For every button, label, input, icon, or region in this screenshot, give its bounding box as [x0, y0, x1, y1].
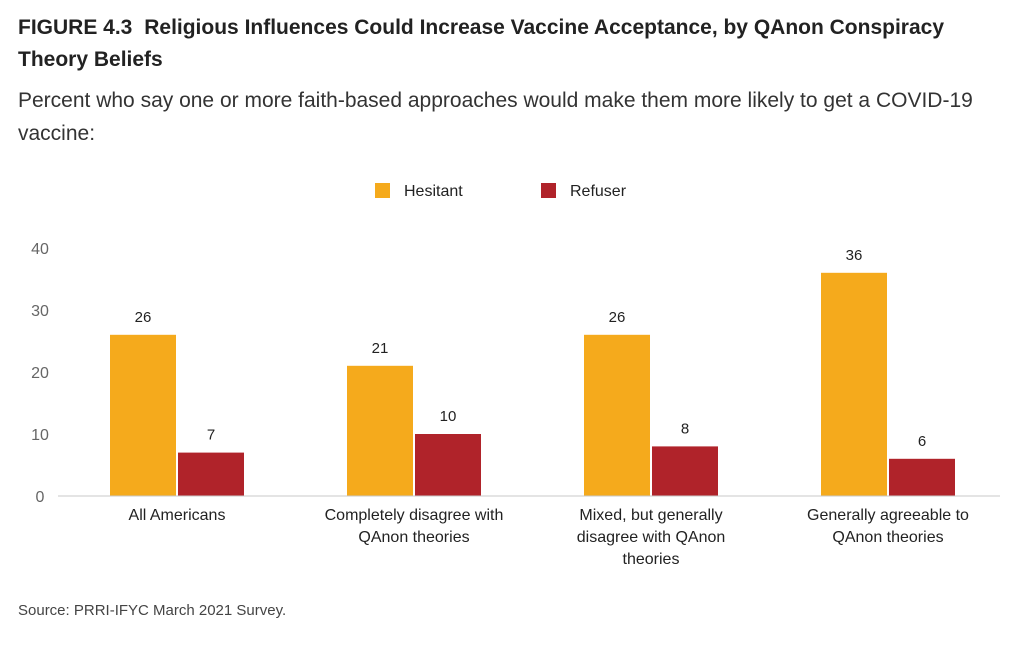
data-label: 10	[440, 408, 457, 425]
bar-hesitant	[821, 272, 887, 496]
x-category-label: Generally agreeable to	[807, 507, 969, 524]
bar-hesitant	[584, 334, 650, 496]
y-axis: 0 10 20 30 40	[31, 241, 49, 506]
legend: Hesitant Refuser	[375, 183, 627, 200]
y-tick-label: 10	[31, 427, 49, 444]
figure-title: Religious Influences Could Increase Vacc…	[18, 16, 945, 71]
data-label: 8	[681, 420, 689, 437]
data-label: 26	[135, 309, 152, 326]
bars: 26 7 21 10 26 8 36 6	[110, 247, 955, 496]
data-label: 6	[918, 433, 926, 450]
x-category-label: Completely disagree with	[325, 507, 504, 524]
data-label: 21	[372, 340, 389, 357]
figure-label: FIGURE 4.3	[18, 16, 133, 39]
x-category-label: Mixed, but generally	[579, 507, 722, 524]
bar-refuser	[415, 434, 481, 496]
data-label: 36	[846, 247, 863, 264]
y-tick-label: 40	[31, 241, 49, 258]
y-tick-label: 30	[31, 303, 49, 320]
y-tick-label: 20	[31, 365, 49, 382]
x-axis: All Americans Completely disagree with QAn…	[58, 495, 1000, 568]
bar-refuser	[889, 458, 955, 496]
bar-refuser	[178, 452, 244, 496]
data-label: 26	[609, 309, 626, 326]
chart-subtitle: Percent who say one or more faith-based …	[18, 89, 973, 145]
data-label: 7	[207, 427, 215, 444]
x-category-label: QAnon theories	[358, 529, 469, 546]
x-category-label: disagree with QAnon	[577, 529, 726, 546]
legend-label-hesitant: Hesitant	[404, 183, 463, 200]
legend-label-refuser: Refuser	[570, 183, 627, 200]
x-category-label: theories	[623, 551, 680, 568]
bar-hesitant	[110, 334, 176, 496]
legend-swatch-refuser	[541, 183, 556, 198]
source-note: Source: PRRI-IFYC March 2021 Survey.	[18, 602, 287, 619]
chart-title: FIGURE 4.3 Religious Influences Could In…	[18, 12, 1008, 76]
x-category-label: QAnon theories	[832, 529, 943, 546]
legend-swatch-hesitant	[375, 183, 390, 198]
bar-hesitant	[347, 365, 413, 496]
x-category-label: All Americans	[129, 507, 226, 524]
y-tick-label: 0	[36, 489, 45, 506]
bar-refuser	[652, 446, 718, 496]
